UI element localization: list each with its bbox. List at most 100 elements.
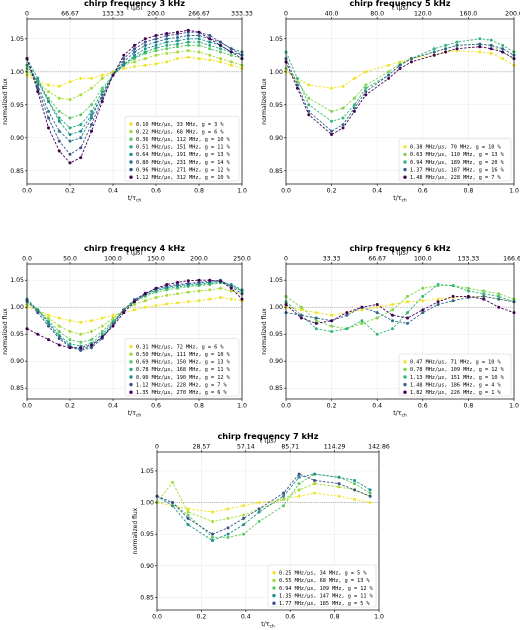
data-point: [133, 298, 136, 302]
legend-marker: [403, 167, 407, 172]
data-point: [47, 109, 50, 113]
data-point: [122, 57, 126, 61]
data-point: [229, 50, 233, 54]
data-point: [313, 478, 317, 482]
legend-entry: 1.48 MHz/μs, 186 MHz, g = 4 %: [410, 382, 501, 388]
data-point: [176, 280, 179, 284]
top-tick-label: 100.0: [414, 256, 432, 263]
data-point: [375, 305, 379, 309]
y-tick-label: 1.05: [10, 277, 24, 284]
data-point: [257, 520, 261, 524]
data-point: [390, 327, 394, 331]
data-point: [489, 38, 493, 42]
legend-marker: [403, 375, 407, 379]
data-point: [295, 86, 299, 90]
x-tick-label: 1.0: [237, 403, 247, 410]
data-point: [497, 297, 501, 301]
data-point: [154, 295, 158, 299]
top-tick-label: 166.67: [503, 256, 520, 263]
x-tick-label: 0.0: [281, 188, 291, 195]
x-tick-label: 0.8: [194, 188, 204, 195]
data-point: [208, 297, 212, 301]
data-point: [68, 80, 72, 84]
data-point: [297, 494, 301, 498]
legend-box: [124, 338, 240, 397]
data-point: [307, 103, 311, 107]
data-point: [295, 76, 299, 80]
data-point: [100, 90, 104, 94]
data-point: [176, 57, 179, 61]
data-point: [47, 321, 50, 325]
data-point: [154, 40, 158, 44]
data-point: [176, 292, 179, 296]
legend-entry: 1.77 MHz/μs, 185 MHz, g = 5 %: [279, 601, 370, 607]
series-line: [26, 282, 243, 343]
top-tick-label: 200.0: [505, 11, 520, 18]
data-point: [432, 53, 436, 57]
y-tick-label: 0.95: [10, 102, 24, 109]
data-point: [345, 313, 349, 317]
data-point: [79, 332, 83, 336]
legend-entry: 0.51 MHz/μs, 151 MHz, g = 11 %: [136, 145, 231, 151]
data-point: [79, 76, 83, 80]
legend-entry: 1.37 MHz/μs, 187 MHz, g = 16 %: [410, 167, 505, 173]
data-point: [122, 67, 126, 70]
data-point: [282, 494, 286, 498]
legend-entry: 0.55 MHz/μs, 68 MHz, g = 13 %: [279, 578, 370, 584]
y-tick-label: 1.00: [10, 69, 24, 76]
data-point: [242, 516, 246, 520]
data-point: [90, 113, 93, 117]
legend-entry: 1.12 MHz/μs, 312 MHz, g = 10 %: [136, 175, 231, 181]
data-point: [219, 295, 222, 299]
data-point: [57, 343, 61, 347]
x-tick-label: 0.4: [372, 188, 382, 195]
data-point: [297, 482, 301, 486]
data-point: [186, 516, 190, 520]
data-point: [197, 278, 201, 282]
data-point: [90, 346, 93, 350]
top-tick-label: 100.0: [104, 256, 122, 263]
data-point: [57, 116, 61, 120]
legend-entry: 0.63 MHz/μs, 110 MHz, g = 13 %: [410, 152, 505, 158]
data-point: [165, 40, 169, 44]
legend: 0.31 MHz/μs, 72 MHz, g = 6 % 0.50 MHz/μs,…: [124, 338, 240, 397]
legend-marker: [129, 175, 133, 179]
chart-title: chirp frequency 6 kHz: [349, 243, 450, 253]
data-point: [387, 73, 391, 77]
y-tick-label: 0.95: [140, 531, 154, 538]
data-point: [229, 297, 233, 301]
data-point: [444, 47, 448, 51]
data-point: [219, 279, 222, 283]
chart-panel-2: 0.0 0 0.2 40.0 0.4 80.0 0.6 120.0 0.8 160.0 1.0 200…: [261, 0, 520, 204]
data-point: [111, 316, 115, 320]
data-point: [133, 308, 136, 312]
data-point: [133, 300, 136, 304]
data-point: [47, 316, 50, 320]
data-point: [143, 40, 147, 44]
data-point: [368, 491, 372, 495]
data-point: [154, 304, 158, 308]
top-tick-label: 120.0: [414, 11, 432, 18]
series-5: [155, 472, 372, 536]
legend-entry: 0.38 MHz/μs, 70 MHz, g = 10 %: [410, 145, 501, 151]
data-point: [242, 513, 246, 517]
y-tick-label: 1.05: [140, 468, 154, 475]
data-point: [90, 338, 93, 342]
data-point: [90, 109, 93, 113]
chart-title: chirp frequency 7 kHz: [217, 431, 318, 441]
data-point: [186, 300, 190, 304]
data-point: [337, 494, 341, 498]
data-point: [451, 284, 455, 288]
data-point: [79, 129, 83, 133]
y-axis-label: normalized flux: [2, 308, 9, 355]
data-point: [100, 324, 104, 328]
data-point: [390, 319, 394, 323]
data-point: [406, 316, 410, 320]
legend-marker: [129, 137, 133, 141]
data-point: [143, 63, 147, 67]
legend-entry: 0.22 MHz/μs, 68 MHz, g = 6 %: [136, 129, 224, 135]
series-line: [285, 43, 515, 132]
x-tick-label: 0.0: [22, 188, 32, 195]
data-point: [90, 343, 93, 347]
series-line: [285, 43, 515, 112]
